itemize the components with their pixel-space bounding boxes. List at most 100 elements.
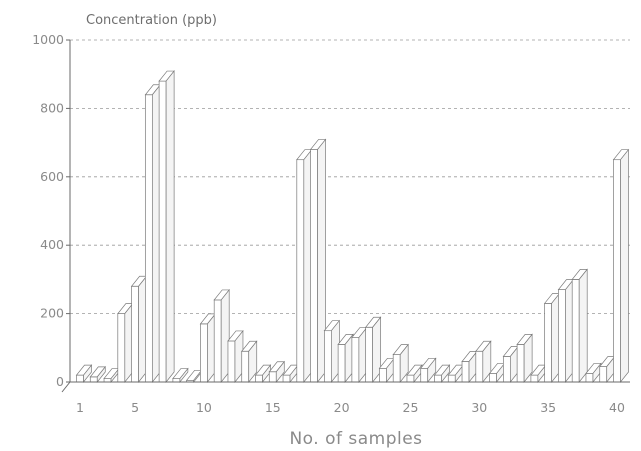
bar — [117, 302, 134, 383]
x-tick-label: 15 — [265, 400, 281, 415]
bar-front — [379, 367, 387, 383]
bar — [406, 364, 423, 383]
bar-side — [83, 364, 92, 383]
bar — [296, 148, 313, 383]
bar-side — [620, 148, 629, 383]
bar — [241, 340, 258, 383]
y-tick-label: 0 — [56, 374, 64, 389]
y-tick-label: 400 — [40, 237, 64, 252]
bar — [309, 138, 327, 383]
x-tick-label: 10 — [196, 400, 212, 415]
bar — [130, 275, 148, 383]
bar — [571, 268, 588, 383]
bar-side — [523, 333, 533, 383]
x-tick-label: 1 — [76, 400, 84, 415]
bar — [199, 312, 217, 383]
bar-front — [76, 374, 84, 383]
bar — [378, 357, 396, 383]
bar-front — [227, 340, 236, 383]
bar — [392, 343, 409, 383]
x-tick-label: 35 — [540, 400, 556, 415]
bar-front — [461, 361, 470, 383]
bars — [75, 70, 630, 383]
bar-side — [96, 365, 106, 383]
bar — [516, 333, 533, 383]
bar-front — [323, 330, 332, 383]
bar — [543, 292, 561, 383]
y-tick-label: 600 — [40, 169, 64, 184]
bar — [447, 364, 464, 383]
bar-front — [172, 378, 181, 383]
y-tick-label: 200 — [40, 306, 64, 321]
bar-front — [351, 337, 360, 383]
bar-front — [434, 374, 442, 383]
bar-front — [255, 374, 263, 383]
bar-front — [365, 326, 374, 383]
bar-front — [613, 159, 621, 383]
depth-axis-line — [61, 381, 71, 393]
bar — [461, 350, 478, 383]
x-tick-label: 5 — [131, 400, 139, 415]
bar — [488, 362, 506, 383]
bar-front — [406, 374, 415, 383]
bar-front — [241, 350, 250, 383]
bar-front — [131, 285, 139, 383]
bar-front — [585, 373, 594, 383]
bar-front — [489, 373, 497, 383]
bar-front — [158, 80, 167, 383]
bar-front — [516, 344, 525, 383]
bar-front — [530, 374, 539, 383]
bar-front — [200, 323, 208, 383]
bar-front — [89, 376, 98, 383]
x-axis-label: No. of samples — [289, 429, 422, 449]
bar — [144, 83, 162, 383]
bar — [254, 364, 272, 383]
bar — [172, 367, 189, 383]
bar — [103, 367, 120, 383]
bar — [323, 319, 341, 383]
x-tick-label: 20 — [334, 400, 350, 415]
bar-side — [275, 360, 285, 383]
axes — [61, 40, 630, 393]
y-tick-label: 800 — [40, 100, 64, 115]
bar-front — [544, 302, 553, 383]
bar-front — [268, 371, 277, 383]
y-tick-label: 1000 — [32, 32, 64, 47]
bar — [337, 333, 354, 383]
bar-side — [165, 70, 175, 383]
bar — [612, 148, 630, 383]
bar-front — [571, 279, 580, 383]
bar — [351, 326, 368, 383]
bar-side — [578, 268, 588, 383]
bar-front — [502, 356, 511, 383]
bar — [475, 340, 492, 383]
bar-front — [420, 367, 429, 383]
y-axis-label: Concentration (ppb) — [86, 13, 217, 28]
bar-front — [337, 344, 346, 383]
x-tick-label: 30 — [471, 400, 487, 415]
x-tick-label: 40 — [609, 400, 625, 415]
bar-front — [475, 350, 484, 383]
bar — [585, 362, 602, 383]
bar — [599, 355, 616, 383]
bar-side — [179, 367, 189, 383]
bar — [75, 364, 93, 383]
bar-side — [399, 343, 409, 383]
bar-front — [558, 289, 566, 383]
y-tick-labels: 0 200 400 600 800 1000 — [32, 32, 70, 389]
bar — [268, 360, 285, 383]
bar-side — [441, 364, 450, 383]
bar — [364, 316, 382, 383]
x-tick-label: 25 — [403, 400, 419, 415]
bar-front — [447, 374, 456, 383]
bar-front — [310, 149, 318, 383]
bar — [530, 364, 547, 383]
bar-front — [103, 378, 112, 383]
bar-side — [427, 357, 437, 383]
bar — [158, 70, 175, 383]
bar-front — [144, 94, 153, 383]
bar — [89, 365, 106, 383]
bar-side — [248, 340, 258, 383]
x-tick-labels: 1 5 10 15 20 25 30 35 40 — [76, 400, 625, 415]
